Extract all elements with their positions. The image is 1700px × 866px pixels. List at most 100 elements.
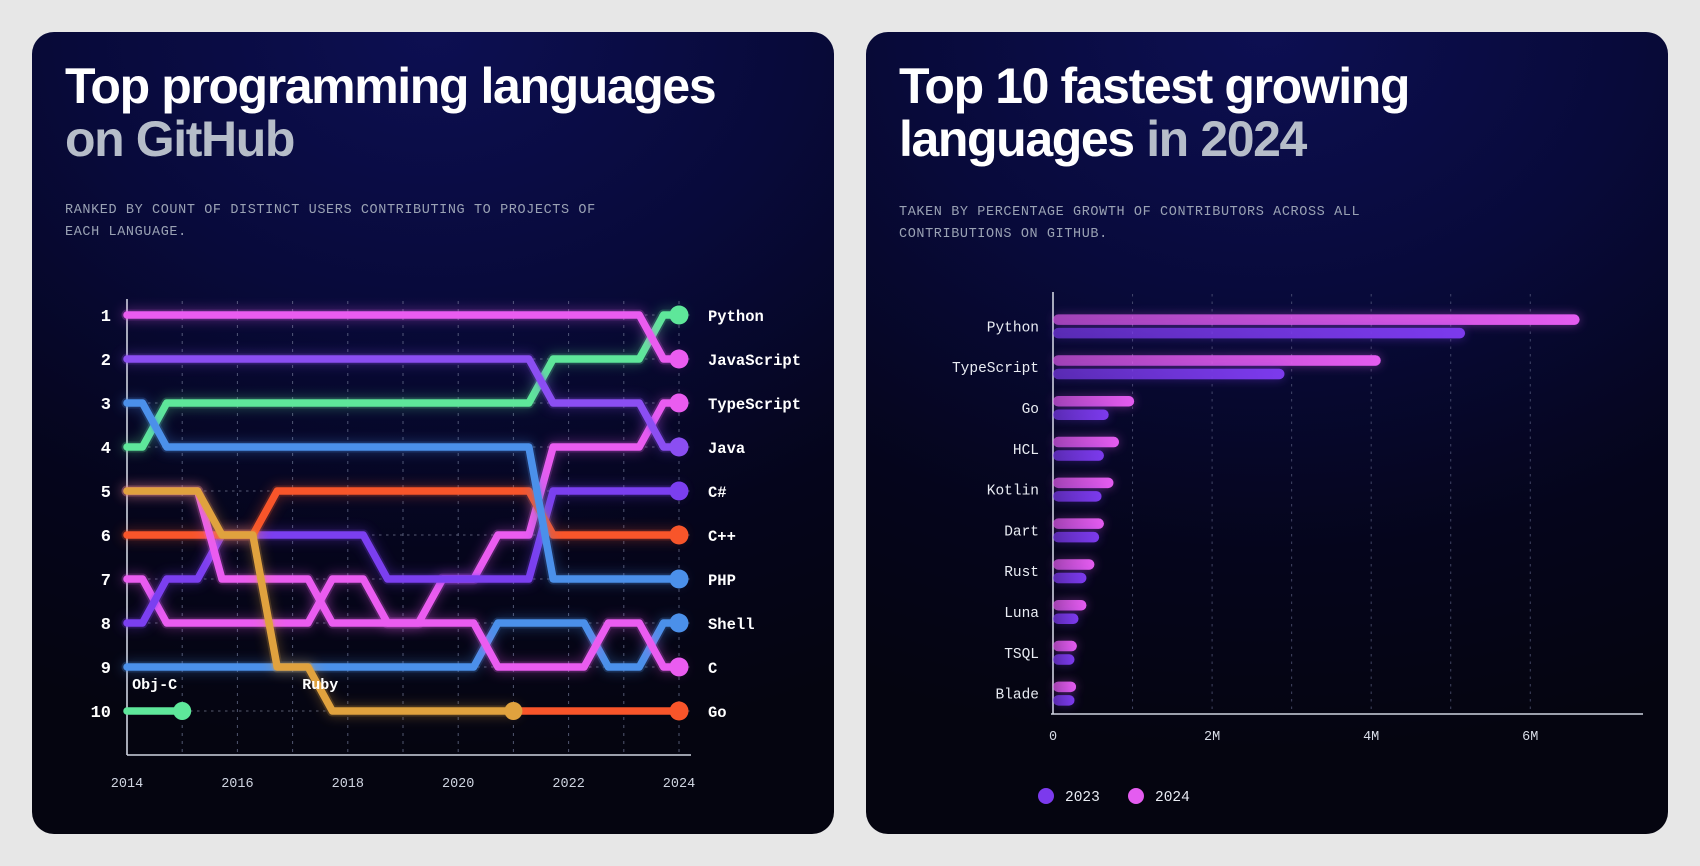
bar-category-label: Blade: [995, 688, 1039, 704]
bump-series-typescript[interactable]: TypeScript: [121, 393, 801, 629]
bar-category-label: TypeScript: [952, 361, 1039, 377]
rank-tick-label: 2: [101, 352, 111, 371]
series-endpoint-dot: [669, 525, 689, 545]
series-endpoint-dot: [669, 437, 689, 457]
left-panel-title: Top programming languages on GitHub: [65, 60, 717, 167]
series-endpoint-dot: [669, 481, 689, 501]
bar-2023: [1053, 695, 1075, 706]
bar-2023: [1053, 368, 1285, 380]
rank-tick-label: 9: [101, 660, 111, 679]
series-label-javascript: JavaScript: [708, 352, 801, 370]
year-tick-label: 2018: [332, 777, 364, 792]
series-endpoint-dot: [669, 613, 689, 633]
bar-group-blade[interactable]: Blade: [995, 681, 1077, 706]
bar-group-luna[interactable]: Luna: [1004, 600, 1087, 624]
bump-series-obj-c[interactable]: Obj-C: [121, 677, 192, 720]
bar-2024: [1053, 640, 1077, 652]
year-tick-label: 2014: [111, 777, 143, 792]
bar-group-tsql[interactable]: TSQL: [1004, 640, 1077, 665]
bar-2024: [1053, 518, 1104, 529]
series-endpoint-dot: [669, 393, 689, 413]
bar-group-python[interactable]: Python: [987, 314, 1580, 339]
bar-2023: [1053, 572, 1087, 584]
series-line: [123, 355, 683, 451]
bump-series-c[interactable]: C: [121, 485, 717, 678]
bar-2023: [1053, 613, 1079, 624]
right-title-line1: Top 10 fastest growing: [899, 58, 1410, 114]
bar-2024: [1053, 681, 1077, 693]
right-title-line2b: in 2024: [1146, 110, 1307, 167]
series-line: [123, 487, 683, 671]
x-tick-label: 0: [1049, 730, 1057, 745]
series-inline-label-obj-c: Obj-C: [132, 677, 177, 694]
bar-2023: [1053, 491, 1102, 502]
legend-swatch-2023: [1038, 788, 1054, 804]
series-inline-label-ruby: Ruby: [302, 677, 338, 694]
bump-series-java[interactable]: Java: [121, 353, 745, 458]
series-endpoint-dot: [173, 702, 192, 720]
rank-tick-label: 4: [101, 440, 111, 459]
bar-category-label: Kotlin: [987, 484, 1039, 500]
bar-2024: [1053, 436, 1120, 448]
bar-2024: [1053, 355, 1381, 366]
bar-category-label: Dart: [1004, 524, 1039, 540]
series-endpoint-dot: [504, 702, 523, 720]
series-label-shell: Shell: [708, 616, 755, 634]
legend-swatch-2024: [1128, 788, 1144, 804]
rank-tick-label: 10: [91, 704, 111, 723]
series-endpoint-dot: [669, 657, 689, 677]
left-title-line2: on GitHub: [65, 110, 295, 167]
bar-group-typescript[interactable]: TypeScript: [952, 355, 1381, 380]
series-label-c: C: [708, 660, 717, 678]
bar-group-dart[interactable]: Dart: [1004, 518, 1104, 543]
series-label-php: PHP: [708, 572, 736, 590]
bar-2023: [1053, 450, 1104, 461]
series-label-c-: C#: [708, 484, 727, 502]
bump-series-c-[interactable]: C#: [121, 481, 727, 629]
bar-2024: [1053, 396, 1135, 407]
bar-2023: [1053, 409, 1109, 420]
bar-category-label: HCL: [1013, 443, 1039, 459]
series-line: [123, 399, 683, 583]
bar-2023: [1053, 327, 1466, 339]
bar-category-label: Rust: [1004, 565, 1039, 581]
year-tick-label: 2024: [663, 777, 695, 792]
legend-label-2023: 2023: [1065, 790, 1100, 806]
rank-tick-label: 5: [101, 484, 111, 503]
series-label-c-: C++: [708, 528, 736, 546]
series-label-java: Java: [708, 440, 745, 458]
series-label-typescript: TypeScript: [708, 396, 801, 414]
bump-series-javascript[interactable]: JavaScript: [121, 309, 801, 370]
bar-group-kotlin[interactable]: Kotlin: [987, 477, 1114, 502]
series-endpoint-dot: [669, 701, 689, 721]
bump-series-ruby[interactable]: Ruby: [121, 485, 523, 720]
bump-rank-chart: 1 2 3 4 5 6 7 8 9 10 2014 2016 2018 2020 2022 2024 Pytho…: [91, 299, 801, 792]
bar-group-rust[interactable]: Rust: [1004, 559, 1095, 584]
rank-tick-label: 3: [101, 396, 111, 415]
series-endpoint-dot: [669, 305, 689, 325]
rank-tick-label: 6: [101, 528, 111, 547]
series-glow: [121, 309, 685, 365]
x-tick-label: 2M: [1204, 730, 1220, 745]
right-panel-title: Top 10 fastest growing languages in 2024: [899, 58, 1410, 167]
bar-group-hcl[interactable]: HCL: [1013, 436, 1120, 461]
bump-series-python[interactable]: Python: [121, 305, 764, 453]
bump-series-php[interactable]: PHP: [121, 397, 736, 590]
bar-2023: [1053, 531, 1100, 543]
series-line: [123, 487, 518, 715]
panel-fastest-growing: Top 10 fastest growing languages in 2024 …: [866, 32, 1668, 834]
series-label-go: Go: [708, 704, 727, 722]
bump-series-go[interactable]: Go: [507, 701, 727, 723]
bar-2024: [1053, 477, 1114, 489]
bar-category-label: TSQL: [1004, 647, 1039, 663]
year-tick-label: 2016: [221, 777, 253, 792]
rank-tick-label: 8: [101, 616, 111, 635]
bar-group-go[interactable]: Go: [1022, 396, 1135, 420]
chart-legend: 2023 2024: [1038, 788, 1190, 806]
series-line: [123, 487, 683, 627]
series-line: [123, 311, 683, 451]
left-panel-subtitle: RANKED BY COUNT OF DISTINCT USERS CONTRI…: [65, 203, 596, 241]
bar-category-label: Luna: [1004, 606, 1039, 622]
series-endpoint-dot: [669, 569, 689, 589]
